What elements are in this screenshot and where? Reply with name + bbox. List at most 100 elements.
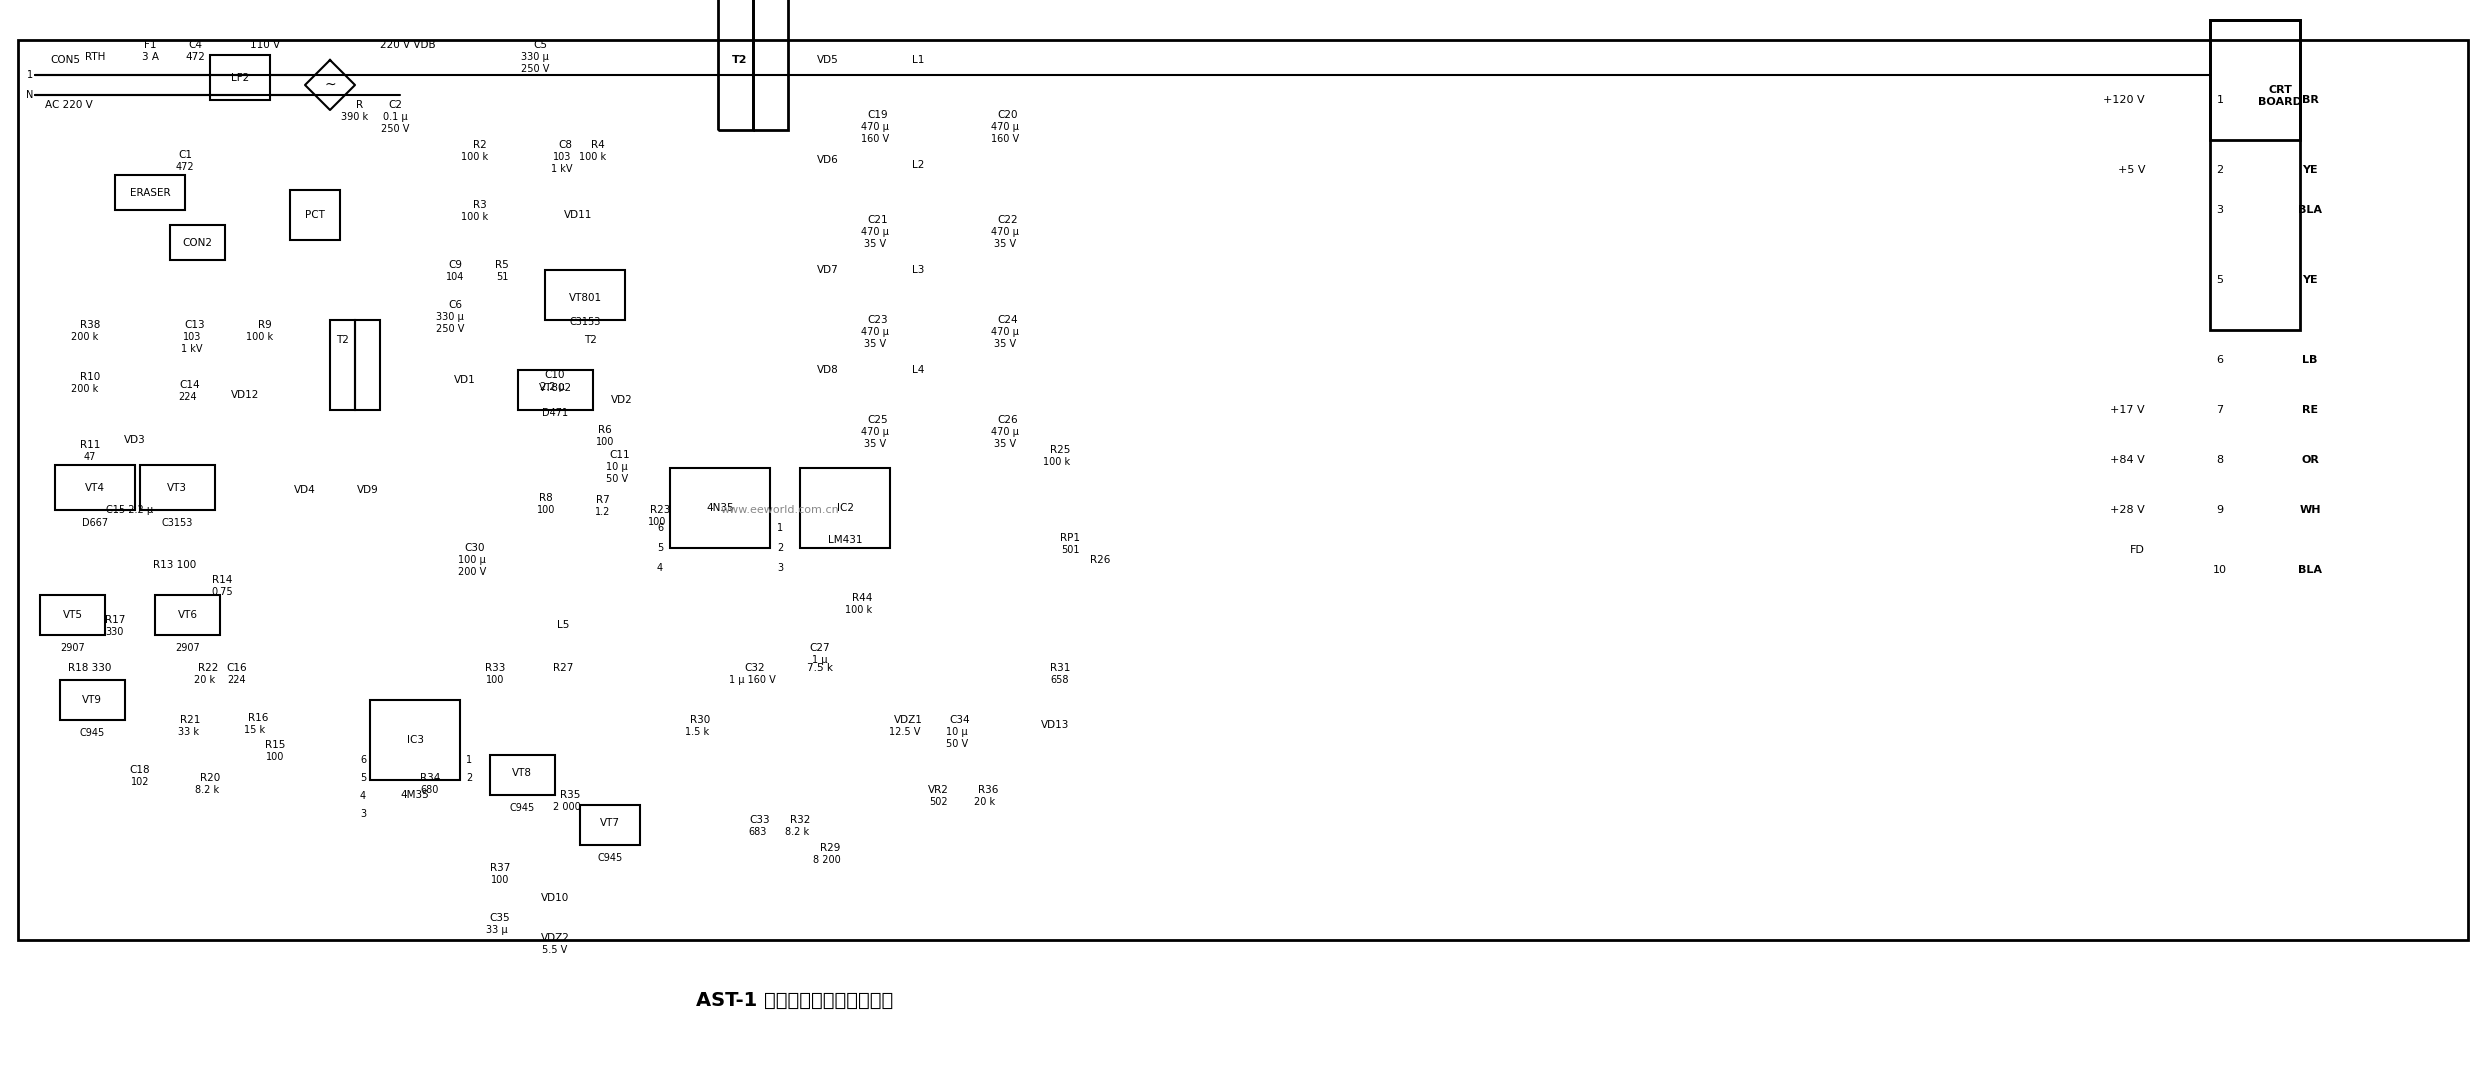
- Text: FD: FD: [2130, 545, 2144, 555]
- Bar: [139, 465, 216, 511]
- Text: C1: C1: [179, 150, 191, 160]
- Text: VD8: VD8: [817, 365, 839, 375]
- Text: C21: C21: [869, 215, 889, 225]
- Text: VD4: VD4: [295, 485, 315, 494]
- Text: VD7: VD7: [817, 265, 839, 274]
- Text: BLA: BLA: [2298, 205, 2323, 215]
- Text: 1 μ: 1 μ: [812, 655, 829, 665]
- Text: R16: R16: [248, 713, 268, 723]
- Text: C20: C20: [998, 110, 1018, 120]
- Bar: [40, 595, 104, 635]
- Text: 470 μ: 470 μ: [990, 327, 1020, 337]
- Text: 100: 100: [486, 675, 504, 685]
- Bar: [60, 680, 124, 720]
- Text: R34: R34: [419, 773, 439, 783]
- Text: C9: C9: [447, 260, 462, 270]
- Text: OR: OR: [2301, 455, 2318, 465]
- Text: +17 V: +17 V: [2110, 405, 2144, 415]
- Text: CRT: CRT: [2269, 85, 2291, 95]
- Text: 330 μ: 330 μ: [521, 52, 549, 62]
- Text: 3: 3: [360, 808, 365, 819]
- Text: 330 μ: 330 μ: [437, 312, 464, 321]
- Text: BLA: BLA: [2298, 565, 2323, 575]
- Text: L3: L3: [911, 265, 923, 274]
- Text: 5: 5: [658, 543, 663, 553]
- Text: 0.1 μ: 0.1 μ: [382, 112, 407, 122]
- Text: R33: R33: [484, 663, 506, 673]
- Text: +120 V: +120 V: [2102, 95, 2144, 105]
- Text: 33 k: 33 k: [179, 727, 199, 737]
- Text: VT4: VT4: [84, 483, 104, 493]
- Text: 35 V: 35 V: [864, 439, 886, 449]
- Text: 6: 6: [360, 755, 365, 765]
- Text: 100: 100: [491, 875, 509, 885]
- Text: 160 V: 160 V: [861, 134, 889, 144]
- Text: C2: C2: [387, 100, 402, 110]
- Bar: [290, 190, 340, 240]
- Text: 35 V: 35 V: [993, 239, 1015, 249]
- Text: 102: 102: [132, 778, 149, 787]
- Text: R30: R30: [690, 714, 710, 725]
- Text: LB: LB: [2303, 355, 2318, 365]
- Text: R9: R9: [258, 320, 273, 330]
- Bar: [799, 468, 891, 548]
- Text: AST-1 型彩色显示器的电源电路: AST-1 型彩色显示器的电源电路: [695, 990, 894, 1009]
- Text: 3: 3: [777, 563, 782, 574]
- Text: C945: C945: [509, 803, 534, 813]
- Text: R37: R37: [489, 863, 511, 873]
- Text: +28 V: +28 V: [2110, 505, 2144, 515]
- Text: C945: C945: [79, 728, 104, 738]
- Text: CON2: CON2: [181, 238, 211, 248]
- Text: VD3: VD3: [124, 435, 146, 445]
- Text: 100 k: 100 k: [578, 152, 606, 162]
- Text: 100 μ: 100 μ: [459, 555, 486, 565]
- Text: IC2: IC2: [836, 503, 854, 513]
- Text: 2.2 μ: 2.2 μ: [539, 382, 563, 392]
- Text: 472: 472: [176, 162, 194, 172]
- Text: VT6: VT6: [179, 610, 199, 621]
- Text: VT801: VT801: [568, 293, 601, 303]
- Text: 20 k: 20 k: [194, 675, 216, 685]
- Text: 472: 472: [186, 52, 206, 62]
- Text: 680: 680: [422, 785, 439, 795]
- Text: C18: C18: [129, 765, 151, 775]
- Text: 1.2: 1.2: [596, 507, 611, 517]
- Text: 100 k: 100 k: [462, 152, 489, 162]
- Text: R4: R4: [591, 140, 606, 150]
- Text: 502: 502: [928, 797, 948, 807]
- Text: R: R: [357, 100, 362, 110]
- Text: 4: 4: [658, 563, 663, 574]
- Bar: [519, 370, 593, 410]
- Text: C3153: C3153: [161, 518, 194, 528]
- Text: L4: L4: [911, 365, 923, 375]
- Bar: [752, 0, 787, 130]
- Text: R3: R3: [474, 200, 486, 210]
- Text: 330: 330: [107, 627, 124, 637]
- Text: 100 k: 100 k: [1042, 457, 1070, 467]
- Text: 250 V: 250 V: [437, 324, 464, 334]
- Text: 50 V: 50 V: [946, 739, 968, 749]
- Text: 47: 47: [84, 452, 97, 462]
- Text: 2907: 2907: [60, 643, 84, 653]
- Text: R2: R2: [474, 140, 486, 150]
- Text: +5 V: +5 V: [2117, 164, 2144, 175]
- Text: AC 220 V: AC 220 V: [45, 100, 92, 110]
- Text: C34: C34: [951, 714, 970, 725]
- Bar: [355, 320, 380, 410]
- Text: 6: 6: [2216, 355, 2224, 365]
- Text: 0.75: 0.75: [211, 587, 233, 597]
- Text: C19: C19: [869, 110, 889, 120]
- Text: ~: ~: [325, 78, 335, 92]
- Text: VD13: VD13: [1040, 720, 1070, 731]
- Bar: [2209, 20, 2301, 140]
- Text: 1: 1: [2216, 95, 2224, 105]
- Text: 1 kV: 1 kV: [551, 164, 573, 174]
- Text: C4: C4: [189, 40, 201, 50]
- Text: www.eeworld.com.cn: www.eeworld.com.cn: [720, 505, 839, 515]
- Text: 1.5 k: 1.5 k: [685, 727, 710, 737]
- Text: R10: R10: [79, 372, 99, 382]
- Text: C8: C8: [558, 140, 571, 150]
- Text: 3 A: 3 A: [141, 52, 159, 62]
- Text: C35: C35: [489, 913, 511, 923]
- Text: 7.5 k: 7.5 k: [807, 663, 834, 673]
